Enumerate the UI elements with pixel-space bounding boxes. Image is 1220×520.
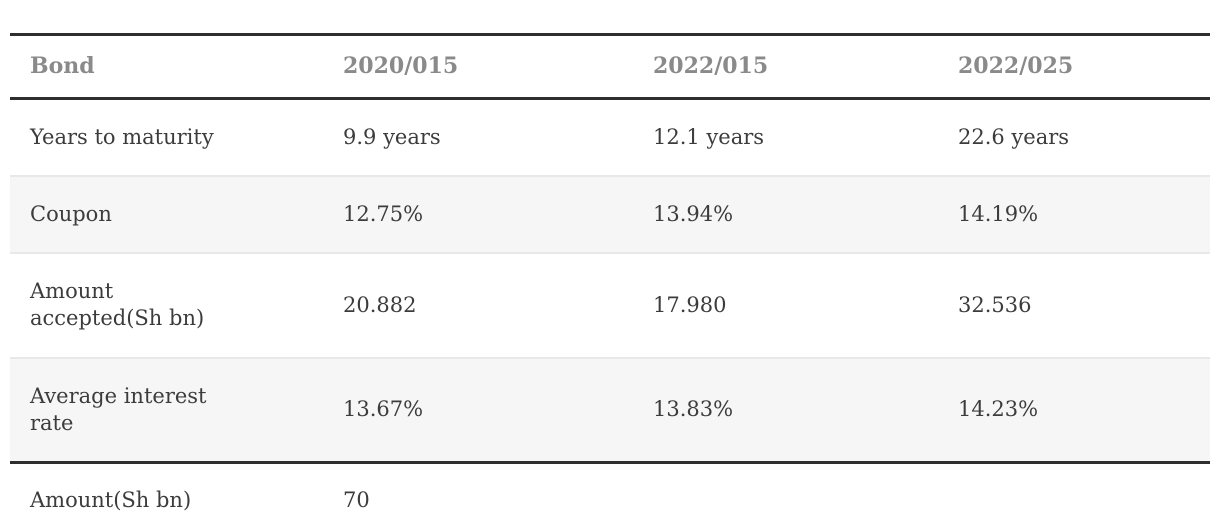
table-row-coupon: Coupon 12.75% 13.94% 14.19% xyxy=(10,175,1210,254)
table-cell: 14.23% xyxy=(958,397,1039,422)
row-label: Years to maturity xyxy=(30,124,214,149)
table-cell: 13.94% xyxy=(653,201,734,226)
table-cell: 17.980 xyxy=(653,292,727,317)
table-cell: 20.882 xyxy=(343,292,417,317)
table-row-amount-accepted: Amount accepted(Sh bn) 20.882 17.980 32.… xyxy=(10,253,1210,358)
table-row-years-to-maturity: Years to maturity 9.9 years 12.1 years 2… xyxy=(10,98,1210,176)
table-row-amount: Amount(Sh bn) 70 xyxy=(10,462,1210,520)
column-header-2022-025: 2022/025 xyxy=(958,53,1074,79)
column-header-2020-015: 2020/015 xyxy=(343,53,459,79)
row-label: Average interest rate xyxy=(30,383,207,436)
table-cell: 13.83% xyxy=(653,397,734,422)
table-cell: 14.19% xyxy=(958,201,1039,226)
table-cell: 12.1 years xyxy=(653,124,765,149)
bond-statistics-table: Bond 2020/015 2022/015 2022/025 Years to… xyxy=(10,33,1210,520)
row-label: Amount(Sh bn) xyxy=(30,488,192,513)
table-cell: 32.536 xyxy=(958,292,1032,317)
table-cell: 22.6 years xyxy=(958,124,1070,149)
table-row-average-interest-rate: Average interest rate 13.67% 13.83% 14.2… xyxy=(10,357,1210,463)
table-cell: 12.75% xyxy=(343,201,424,226)
row-label: Coupon xyxy=(30,201,112,226)
table-cell: 13.67% xyxy=(343,397,424,422)
table-cell: 70 xyxy=(343,488,370,513)
header-row: Bond 2020/015 2022/015 2022/025 xyxy=(10,34,1210,99)
table-cell: 9.9 years xyxy=(343,124,441,149)
row-label: Amount accepted(Sh bn) xyxy=(30,279,205,331)
column-header-bond: Bond xyxy=(30,53,95,79)
table-cell xyxy=(633,463,938,520)
table-cell xyxy=(938,463,1210,520)
column-header-2022-015: 2022/015 xyxy=(653,53,769,79)
